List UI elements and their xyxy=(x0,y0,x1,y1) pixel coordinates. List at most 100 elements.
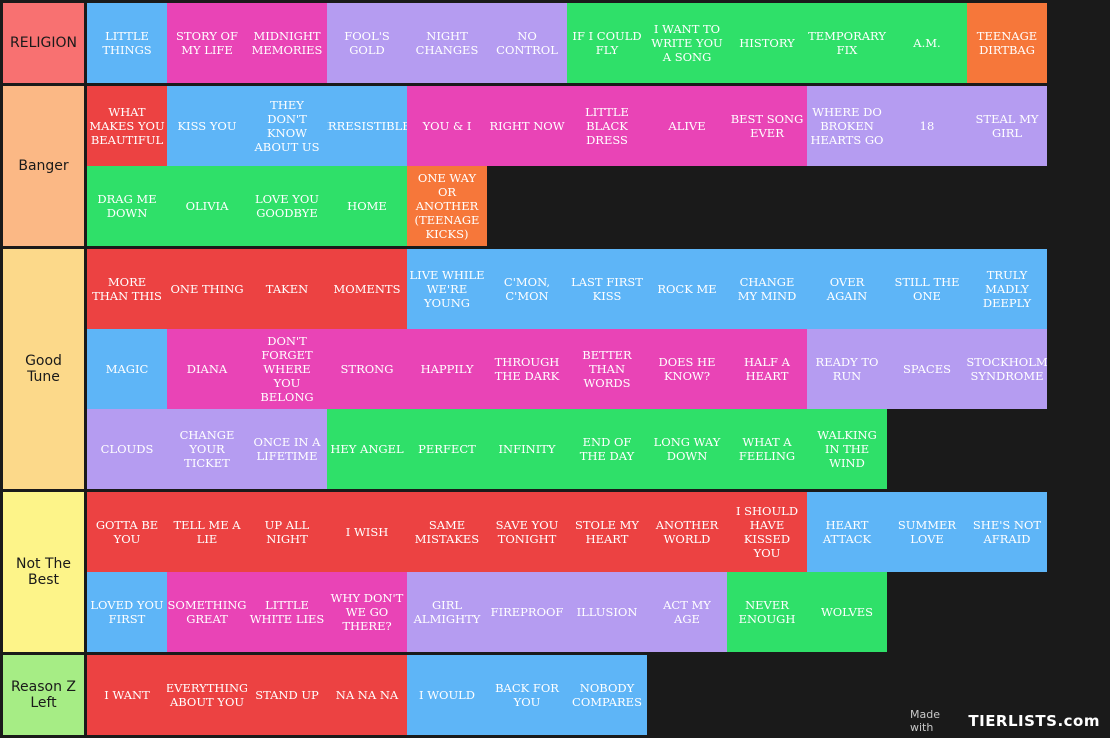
song-tile[interactable]: KISS YOU xyxy=(167,86,247,166)
song-tile[interactable]: READY TO RUN xyxy=(807,329,887,409)
tier-label[interactable]: Not The Best xyxy=(3,492,84,652)
song-tile[interactable]: ALIVE xyxy=(647,86,727,166)
song-tile[interactable]: LITTLE BLACK DRESS xyxy=(567,86,647,166)
song-tile[interactable]: PERFECT xyxy=(407,409,487,489)
song-tile[interactable]: GIRL ALMIGHTY xyxy=(407,572,487,652)
song-tile[interactable]: IF I COULD FLY xyxy=(567,3,647,83)
tier-label[interactable]: Reason Z Left xyxy=(3,655,84,735)
song-tile[interactable]: RIGHT NOW xyxy=(487,86,567,166)
song-tile[interactable]: ANOTHER WORLD xyxy=(647,492,727,572)
song-tile[interactable]: ILLUSION xyxy=(567,572,647,652)
song-tile[interactable]: MIDNIGHT MEMORIES xyxy=(247,3,327,83)
song-tile[interactable]: NO CONTROL xyxy=(487,3,567,83)
song-tile[interactable]: 18 xyxy=(887,86,967,166)
song-tile[interactable]: HEY ANGEL xyxy=(327,409,407,489)
song-tile[interactable]: OVER AGAIN xyxy=(807,249,887,329)
song-tile[interactable]: DRAG ME DOWN xyxy=(87,166,167,246)
song-tile[interactable]: TELL ME A LIE xyxy=(167,492,247,572)
song-tile[interactable]: LOVED YOU FIRST xyxy=(87,572,167,652)
song-tile[interactable]: OLIVIA xyxy=(167,166,247,246)
song-tile[interactable]: MORE THAN THIS xyxy=(87,249,167,329)
song-tile[interactable]: NIGHT CHANGES xyxy=(407,3,487,83)
song-tile[interactable]: WHERE DO BROKEN HEARTS GO xyxy=(807,86,887,166)
song-tile[interactable]: EVERYTHING ABOUT YOU xyxy=(167,655,247,735)
song-tile[interactable]: NEVER ENOUGH xyxy=(727,572,807,652)
song-tile[interactable]: I WOULD xyxy=(407,655,487,735)
song-tile[interactable]: STOCKHOLM SYNDROME xyxy=(967,329,1047,409)
song-tile[interactable]: TEMPORARY FIX xyxy=(807,3,887,83)
song-tile[interactable]: I WANT TO WRITE YOU A SONG xyxy=(647,3,727,83)
song-tile[interactable]: WOLVES xyxy=(807,572,887,652)
song-tile[interactable]: DOES HE KNOW? xyxy=(647,329,727,409)
song-tile[interactable]: GOTTA BE YOU xyxy=(87,492,167,572)
song-tile[interactable]: C'MON, C'MON xyxy=(487,249,567,329)
tier-label[interactable]: Banger xyxy=(3,86,84,246)
song-tile[interactable]: LONG WAY DOWN xyxy=(647,409,727,489)
song-tile[interactable]: CHANGE YOUR TICKET xyxy=(167,409,247,489)
song-tile[interactable]: LITTLE WHITE LIES xyxy=(247,572,327,652)
song-tile[interactable]: DON'T FORGET WHERE YOU BELONG xyxy=(247,329,327,409)
song-tile[interactable]: FOOL'S GOLD xyxy=(327,3,407,83)
song-tile[interactable]: SHE'S NOT AFRAID xyxy=(967,492,1047,572)
tier-label[interactable]: RELIGION xyxy=(3,3,84,83)
song-tile-label: IRRESISTIBLE xyxy=(327,119,407,133)
song-tile[interactable]: FIREPROOF xyxy=(487,572,567,652)
tier-label[interactable]: Good Tune xyxy=(3,249,84,489)
song-tile[interactable]: HEART ATTACK xyxy=(807,492,887,572)
song-tile[interactable]: ONE THING xyxy=(167,249,247,329)
song-tile[interactable]: SAME MISTAKES xyxy=(407,492,487,572)
song-tile[interactable]: SAVE YOU TONIGHT xyxy=(487,492,567,572)
tier-row: RELIGION LITTLE THINGS STORY OF MY LIFE MID… xyxy=(0,0,1110,83)
song-tile[interactable]: LITTLE THINGS xyxy=(87,3,167,83)
song-tile[interactable]: STAND UP xyxy=(247,655,327,735)
song-tile[interactable]: IRRESISTIBLE xyxy=(327,86,407,166)
song-tile[interactable]: LIVE WHILE WE'RE YOUNG xyxy=(407,249,487,329)
song-tile[interactable]: TAKEN xyxy=(247,249,327,329)
song-tile[interactable]: LOVE YOU GOODBYE xyxy=(247,166,327,246)
song-tile[interactable]: ONCE IN A LIFETIME xyxy=(247,409,327,489)
song-tile[interactable]: CLOUDS xyxy=(87,409,167,489)
song-tile-label: A.M. xyxy=(913,36,941,50)
song-tile[interactable]: STOLE MY HEART xyxy=(567,492,647,572)
song-tile[interactable]: HAPPILY xyxy=(407,329,487,409)
song-tile[interactable]: DIANA xyxy=(167,329,247,409)
song-tile[interactable]: I SHOULD HAVE KISSED YOU xyxy=(727,492,807,572)
song-tile[interactable]: ROCK ME xyxy=(647,249,727,329)
song-tile[interactable]: BETTER THAN WORDS xyxy=(567,329,647,409)
song-tile[interactable]: MOMENTS xyxy=(327,249,407,329)
song-tile[interactable]: INFINITY xyxy=(487,409,567,489)
song-tile[interactable]: THEY DON'T KNOW ABOUT US xyxy=(247,86,327,166)
song-tile[interactable]: TEENAGE DIRTBAG xyxy=(967,3,1047,83)
song-tile[interactable]: STILL THE ONE xyxy=(887,249,967,329)
song-tile[interactable]: CHANGE MY MIND xyxy=(727,249,807,329)
song-tile[interactable]: END OF THE DAY xyxy=(567,409,647,489)
song-tile[interactable]: NOBODY COMPARES xyxy=(567,655,647,735)
song-tile[interactable]: HISTORY xyxy=(727,3,807,83)
song-tile[interactable]: HALF A HEART xyxy=(727,329,807,409)
song-tile[interactable]: UP ALL NIGHT xyxy=(247,492,327,572)
song-tile[interactable]: SPACES xyxy=(887,329,967,409)
song-tile[interactable]: YOU & I xyxy=(407,86,487,166)
song-tile[interactable]: WHAT MAKES YOU BEAUTIFUL xyxy=(87,86,167,166)
song-tile[interactable]: STORY OF MY LIFE xyxy=(167,3,247,83)
song-tile[interactable]: STRONG xyxy=(327,329,407,409)
song-tile[interactable]: WALKING IN THE WIND xyxy=(807,409,887,489)
song-tile[interactable]: ONE WAY OR ANOTHER (TEENAGE KICKS) xyxy=(407,166,487,246)
song-tile[interactable]: SOMETHING GREAT xyxy=(167,572,247,652)
song-tile[interactable]: SUMMER LOVE xyxy=(887,492,967,572)
song-tile[interactable]: NA NA NA xyxy=(327,655,407,735)
song-tile[interactable]: HOME xyxy=(327,166,407,246)
song-tile[interactable]: WHY DON'T WE GO THERE? xyxy=(327,572,407,652)
song-tile[interactable]: TRULY MADLY DEEPLY xyxy=(967,249,1047,329)
song-tile[interactable]: STEAL MY GIRL xyxy=(967,86,1047,166)
song-tile[interactable]: WHAT A FEELING xyxy=(727,409,807,489)
song-tile[interactable]: THROUGH THE DARK xyxy=(487,329,567,409)
song-tile[interactable]: I WANT xyxy=(87,655,167,735)
song-tile[interactable]: I WISH xyxy=(327,492,407,572)
song-tile[interactable]: A.M. xyxy=(887,3,967,83)
song-tile[interactable]: BACK FOR YOU xyxy=(487,655,567,735)
song-tile[interactable]: MAGIC xyxy=(87,329,167,409)
song-tile[interactable]: BEST SONG EVER xyxy=(727,86,807,166)
song-tile[interactable]: ACT MY AGE xyxy=(647,572,727,652)
song-tile[interactable]: LAST FIRST KISS xyxy=(567,249,647,329)
